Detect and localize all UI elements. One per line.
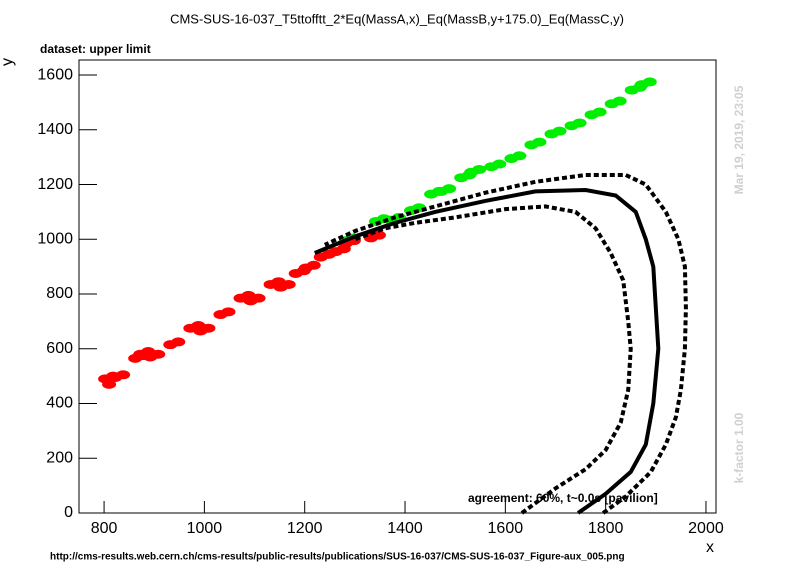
- point: [472, 164, 487, 174]
- frame: [78, 59, 717, 514]
- x-tick-label: 1200: [287, 520, 323, 537]
- contour-line: [323, 172, 688, 515]
- y-tick-label: 600: [46, 340, 73, 357]
- timestamp: Mar 19, 2019, 23:05: [732, 85, 746, 194]
- y-tick-label: 1600: [37, 66, 73, 83]
- point: [442, 184, 457, 194]
- point: [221, 307, 236, 317]
- x-axis-label: x: [706, 539, 714, 556]
- y-tick-label: 1000: [37, 231, 73, 248]
- x-tick-label: 1000: [187, 520, 223, 537]
- point: [572, 118, 587, 128]
- y-tick-label: 800: [46, 285, 73, 302]
- contour-line: [354, 204, 633, 515]
- point: [171, 337, 186, 347]
- contour-line: [313, 188, 661, 515]
- point: [306, 260, 321, 270]
- point: [642, 77, 657, 87]
- x-tick-label: 1400: [387, 520, 423, 537]
- y-axis-label: y: [0, 58, 16, 66]
- point: [532, 137, 547, 147]
- point: [281, 279, 296, 289]
- x-tick-label: 800: [91, 520, 118, 537]
- point: [552, 126, 567, 136]
- chart-title: CMS-SUS-16-037_T5ttofftt_2*Eq(MassA,x)_E…: [170, 11, 624, 26]
- subtitle: dataset: upper limit: [40, 42, 151, 56]
- annotation: agreement: 60%, t~0.0s [pavilion]: [468, 491, 658, 505]
- k-factor: k-factor 1.00: [732, 412, 746, 483]
- point: [151, 349, 166, 359]
- x-tick-label: 2000: [688, 520, 724, 537]
- y-tick-label: 1400: [37, 121, 73, 138]
- footer-url: http://cms-results.web.cern.ch/cms-resul…: [50, 552, 625, 563]
- point: [512, 151, 527, 161]
- plot-area: [98, 77, 688, 515]
- point: [612, 96, 627, 106]
- point: [592, 107, 607, 117]
- y-tick-label: 1200: [37, 176, 73, 193]
- point: [201, 323, 216, 333]
- point: [492, 159, 507, 169]
- y-tick-label: 0: [64, 504, 73, 521]
- y-tick-label: 200: [46, 449, 73, 466]
- point: [102, 379, 117, 389]
- y-tick-label: 400: [46, 395, 73, 412]
- point: [251, 293, 266, 303]
- x-tick-label: 1800: [588, 520, 624, 537]
- x-tick-label: 1600: [488, 520, 524, 537]
- point: [116, 370, 131, 380]
